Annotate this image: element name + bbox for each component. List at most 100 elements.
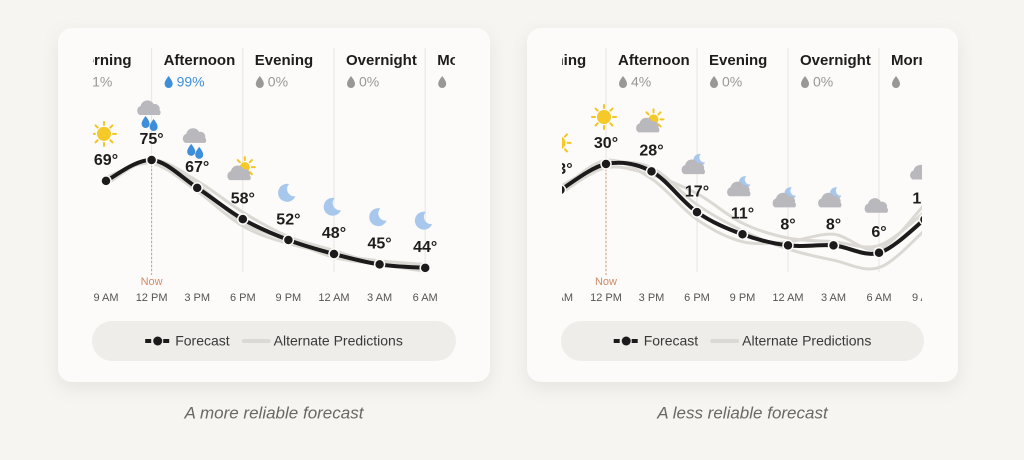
temperature-label: 52° [276,211,300,228]
temperature-label: 48° [322,225,346,242]
sun-ray [657,111,662,116]
temperature-label: 8° [826,217,841,234]
sun-ray [563,148,568,153]
forecast-point [373,258,386,271]
temperature-label: 69° [94,152,118,169]
forecast-point [645,165,658,178]
sun-ray [109,139,114,144]
temperature-label: 30° [594,135,618,152]
precip-icon [255,76,264,88]
forecast-point [782,239,794,252]
cloud [636,117,660,133]
sun-ray [248,159,253,164]
sun [97,126,111,141]
x-tick-label: 9 PM [730,292,756,304]
period-label: Overnight [346,52,417,69]
forecast-point [282,234,295,246]
precip-icon [141,116,150,128]
sun-ray [248,171,253,176]
legend-item: Forecast [145,333,230,349]
period-label: Morning [72,52,131,69]
sun [597,110,611,124]
precip-icon [347,76,355,88]
precip-label: 0% [722,74,742,90]
x-tick-label: 6 PM [684,292,710,304]
legend: Forecast Alternate Predictions [92,321,456,361]
precip-icon [801,76,809,88]
legend-label: Alternate Predictions [274,333,403,349]
cloud [910,164,922,180]
x-tick-label: 6 AM [866,292,891,304]
x-tick-label: 3 PM [639,292,665,304]
cloud [227,165,251,181]
cloud [137,100,161,115]
period-label: Afternoon [164,52,236,69]
precip-icon [195,146,204,159]
sun-ray [594,107,599,112]
precip-label: 99% [177,74,205,90]
forecast-point [600,158,612,170]
temperature-label: 15° [912,191,936,208]
legend-background [561,321,924,361]
temperature-label: 58° [231,190,255,207]
now-label: Now [595,276,617,288]
legend-item: Alternate Predictions [710,333,871,349]
temperature-label: 45° [367,236,391,253]
sun-ray [94,124,99,129]
forecast-card: Morning 11% Afternoon 99% Evening 0% Overnight… [58,28,496,382]
chart-area: Morning8%Afternoon4%Evening0%Overnight0%… [527,48,950,304]
legend-swatch-dot [153,336,163,346]
forecast-point [562,184,567,196]
sun-ray [563,133,568,138]
legend-item: Forecast [613,333,699,349]
moon [369,208,387,227]
x-tick-label: 9 AM [548,292,573,304]
sun-ray [594,122,599,127]
forecast-point [736,228,749,241]
cloud [864,198,888,213]
legend-label: Forecast [175,333,230,349]
period-label: Overnight [800,52,871,69]
precip-icon [710,76,718,88]
chart-area: Morning 11% Afternoon 99% Evening 0% Overnight… [72,48,496,304]
precip-label: 11% [85,74,112,90]
temperature-label: 28° [639,143,663,160]
period-label: Morning [437,52,496,69]
legend-label: Forecast [644,333,699,349]
legend-label: Alternate Predictions [742,333,871,349]
forecast-point [691,206,703,218]
forecast-point [918,214,922,225]
precip-icon [438,76,447,88]
cloud [681,159,705,175]
moon [278,183,296,202]
forecast-point [873,247,885,259]
forecast-point [328,248,340,260]
x-tick-label: 6 PM [230,292,256,304]
period-label: Morning [891,52,950,69]
precip-icon [149,119,158,131]
legend-items: Forecast Alternate Predictions [613,333,871,349]
legend-item: Alternate Predictions [241,333,403,349]
precip-icon [619,76,627,88]
moon [414,211,433,230]
legend: Forecast Alternate Predictions [561,321,924,361]
precip-label: 4% [631,74,651,90]
cloud [818,192,842,208]
sun-ray [94,139,99,144]
sun-ray [109,124,114,129]
forecast-point [145,154,158,166]
forecast-point [191,182,203,194]
temperature-label: 44° [413,239,437,256]
x-tick-label: 6 AM [413,292,438,304]
card-background [527,28,958,382]
period-label: Morning [527,52,586,69]
legend-items: Forecast Alternate Predictions [145,333,403,349]
temperature-label: 75° [139,131,163,148]
cloud [772,192,796,208]
sun [562,136,566,149]
forecast-point [419,262,431,274]
temperature-label: 23° [548,161,572,178]
sun-ray [236,159,241,164]
